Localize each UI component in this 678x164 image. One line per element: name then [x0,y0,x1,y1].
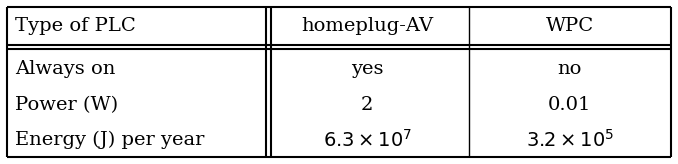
Text: no: no [558,60,582,78]
Text: Power (W): Power (W) [15,96,118,114]
Text: homeplug-AV: homeplug-AV [301,17,433,35]
Text: yes: yes [351,60,384,78]
Text: Always on: Always on [15,60,115,78]
Text: 0.01: 0.01 [549,96,592,114]
Text: $6.3 \times 10^{7}$: $6.3 \times 10^{7}$ [323,129,412,151]
Text: 2: 2 [361,96,374,114]
Text: WPC: WPC [546,17,594,35]
Text: Type of PLC: Type of PLC [15,17,136,35]
Text: $3.2 \times 10^{5}$: $3.2 \times 10^{5}$ [525,129,614,151]
Text: Energy (J) per year: Energy (J) per year [15,131,204,149]
